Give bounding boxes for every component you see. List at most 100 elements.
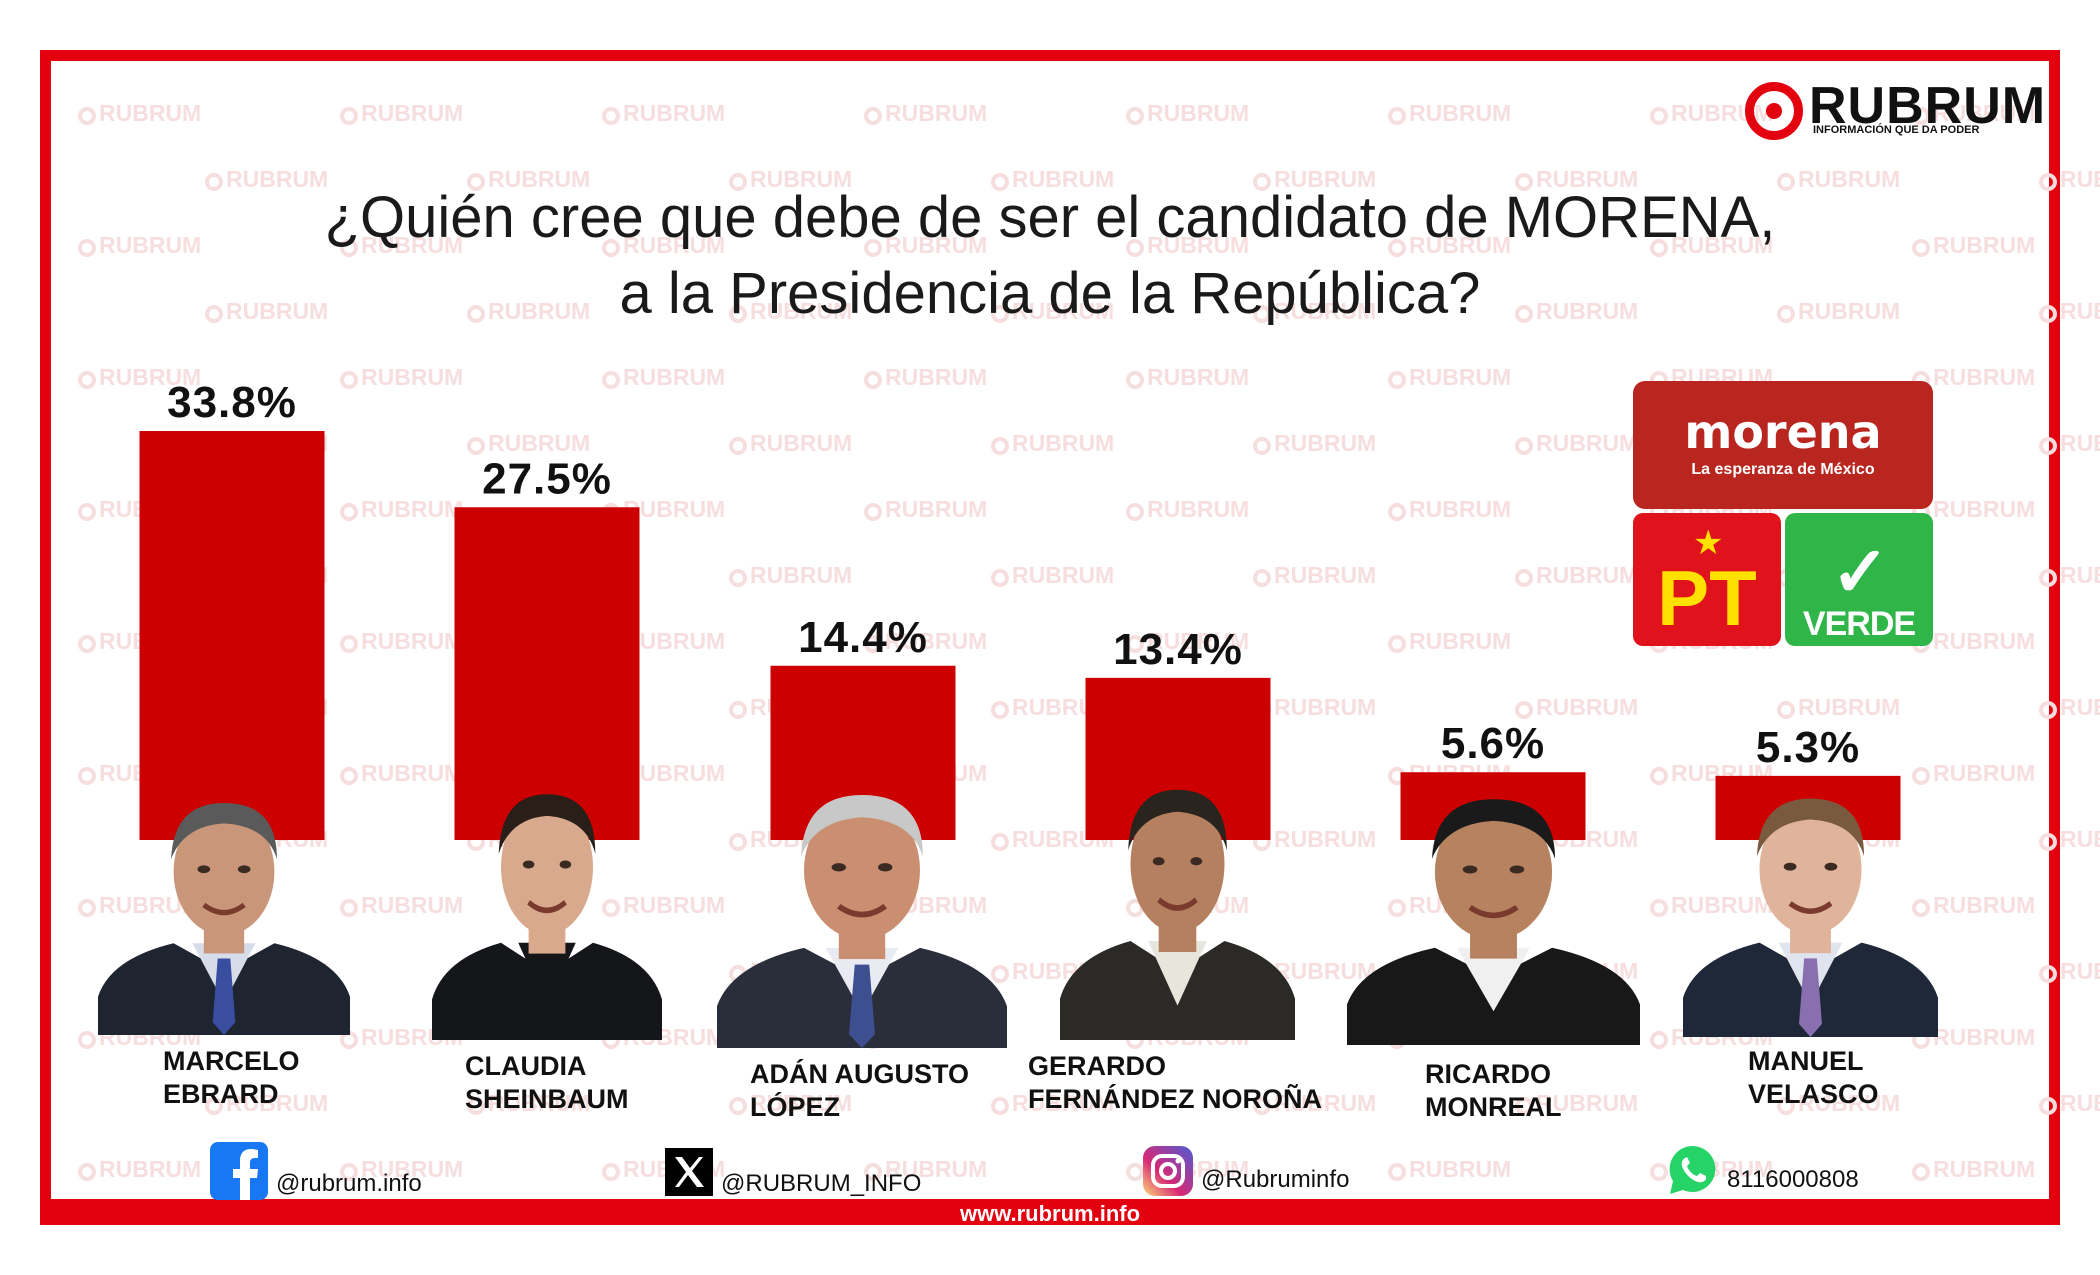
watermark-logo-icon xyxy=(205,1097,223,1115)
rubrum-logo-icon xyxy=(1745,82,1803,140)
watermark: RUBRUM xyxy=(991,298,1114,325)
watermark-text: RUBRUM xyxy=(1671,232,1774,258)
watermark-text: RUBRUM xyxy=(750,298,853,324)
watermark: RUBRUM xyxy=(1777,694,1900,721)
watermark: RUBRUM xyxy=(602,100,725,127)
watermark-logo-icon xyxy=(1388,635,1406,653)
watermark-logo-icon xyxy=(1126,635,1144,653)
watermark-logo-icon xyxy=(991,173,1009,191)
watermark-text: RUBRUM xyxy=(1274,1090,1377,1116)
watermark-text: RUBRUM xyxy=(1409,232,1512,258)
morena-name: morena xyxy=(1684,405,1882,459)
watermark-text: RUBRUM xyxy=(1012,430,1115,456)
watermark-text: RUBRUM xyxy=(1933,1156,2036,1182)
watermark-logo-icon xyxy=(340,107,358,125)
watermark: RUBRUM xyxy=(1777,1090,1900,1117)
watermark-logo-icon xyxy=(78,1163,96,1181)
watermark: RUBRUM xyxy=(78,1156,201,1183)
watermark-text: RUBRUM xyxy=(885,364,988,390)
watermark-text: RUBRUM xyxy=(885,496,988,522)
watermark: RUBRUM xyxy=(1650,892,1773,919)
watermark-text: RUBRUM xyxy=(2060,694,2100,720)
watermark-logo-icon xyxy=(1515,305,1533,323)
watermark-logo-icon xyxy=(1777,173,1795,191)
watermark-text: RUBRUM xyxy=(2060,166,2100,192)
watermark-logo-icon xyxy=(729,701,747,719)
candidate-name: MARCELO EBRARD xyxy=(163,1046,300,1109)
title-line-1: ¿Quién cree que debe de ser el candidato… xyxy=(324,185,1776,250)
watermark: RUBRUM xyxy=(1126,232,1249,259)
watermark: RUBRUM xyxy=(340,628,463,655)
watermark-logo-icon xyxy=(467,437,485,455)
watermark: RUBRUM xyxy=(1777,298,1900,325)
watermark-logo-icon xyxy=(78,107,96,125)
watermark-text: RUBRUM xyxy=(99,232,202,258)
watermark-text: RUBRUM xyxy=(1274,694,1377,720)
candidate-name: CLAUDIA SHEINBAUM xyxy=(465,1051,629,1114)
watermark-logo-icon xyxy=(991,965,1009,983)
watermark: RUBRUM xyxy=(864,232,987,259)
x-handle-text: @RUBRUM_INFO xyxy=(721,1170,922,1197)
watermark: RUBRUM xyxy=(864,628,987,655)
watermark-text: RUBRUM xyxy=(885,100,988,126)
watermark-logo-icon xyxy=(1777,1097,1795,1115)
watermark-logo-icon xyxy=(991,701,1009,719)
watermark: RUBRUM xyxy=(991,166,1114,193)
watermark: RUBRUM xyxy=(1515,1090,1638,1117)
watermark-text: RUBRUM xyxy=(750,1090,853,1116)
watermark: RUBRUM xyxy=(864,100,987,127)
watermark-text: RUBRUM xyxy=(623,364,726,390)
watermark-logo-icon xyxy=(729,833,747,851)
facebook-handle-text: @rubrum.info xyxy=(276,1170,422,1197)
watermark-logo-icon xyxy=(1253,1097,1271,1115)
watermark-logo-icon xyxy=(78,635,96,653)
watermark-text: RUBRUM xyxy=(1536,1090,1639,1116)
watermark-logo-icon xyxy=(78,371,96,389)
bar-value-label: 27.5% xyxy=(482,454,612,503)
watermark: RUBRUM xyxy=(1253,562,1376,589)
watermark-logo-icon xyxy=(205,173,223,191)
watermark-text: RUBRUM xyxy=(623,100,726,126)
watermark: RUBRUM xyxy=(1912,892,2035,919)
watermark-logo-icon xyxy=(1388,107,1406,125)
watermark-text: RUBRUM xyxy=(361,892,464,918)
watermark-logo-icon xyxy=(340,767,358,785)
watermark-logo-icon xyxy=(2039,305,2057,323)
candidate-name: RICARDO MONREAL xyxy=(1425,1059,1562,1122)
watermark: RUBRUM xyxy=(729,562,852,589)
watermark: RUBRUM xyxy=(1388,364,1511,391)
watermark: RUBRUM xyxy=(1912,760,2035,787)
watermark: RUBRUM xyxy=(340,1156,463,1183)
facebook-icon xyxy=(210,1142,268,1200)
watermark-text: RUBRUM xyxy=(1147,100,1250,126)
watermark: RUBRUM xyxy=(729,298,852,325)
website-url[interactable]: www.rubrum.info xyxy=(959,1201,1141,1226)
verde-logo: ✓ VERDE xyxy=(1785,513,1933,646)
watermark-text: RUBRUM xyxy=(1274,826,1377,852)
watermark-logo-icon xyxy=(1777,305,1795,323)
watermark: RUBRUM xyxy=(205,298,328,325)
watermark: RUBRUM xyxy=(729,1090,852,1117)
check-icon: ✓ xyxy=(1831,533,1890,611)
watermark-logo-icon xyxy=(467,1097,485,1115)
watermark-text: RUBRUM xyxy=(361,760,464,786)
watermark-logo-icon xyxy=(1650,1031,1668,1049)
candidate-photo xyxy=(1060,789,1295,1040)
bar-value-label: 5.3% xyxy=(1756,723,1860,772)
watermark-text: RUBRUM xyxy=(1536,166,1639,192)
watermark: RUBRUM xyxy=(340,100,463,127)
watermark-text: RUBRUM xyxy=(361,628,464,654)
watermark: RUBRUM xyxy=(864,1156,987,1183)
watermark-logo-icon xyxy=(78,503,96,521)
watermark: RUBRUM xyxy=(1515,430,1638,457)
party-logos: morena La esperanza de México ★ PT ✓ VER… xyxy=(1633,381,1933,646)
morena-slogan: La esperanza de México xyxy=(1691,461,1875,478)
watermark-text: RUBRUM xyxy=(2060,958,2100,984)
pt-logo: ★ PT xyxy=(1633,513,1781,646)
watermark-logo-icon xyxy=(340,503,358,521)
watermark-logo-icon xyxy=(340,635,358,653)
watermark-text: RUBRUM xyxy=(1147,232,1250,258)
watermark: RUBRUM xyxy=(1388,1156,1511,1183)
candidate-name: GERARDO FERNÁNDEZ NOROÑA xyxy=(1028,1051,1322,1114)
watermark-logo-icon xyxy=(602,239,620,257)
